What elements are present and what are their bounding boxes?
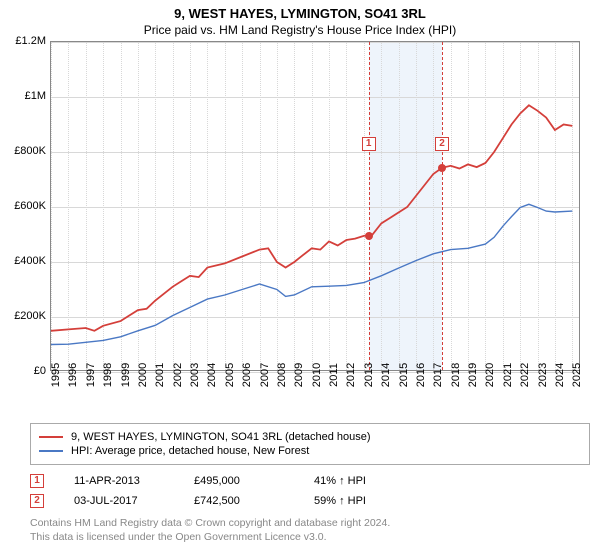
x-tick-label: 2020 — [484, 363, 496, 387]
x-tick-label: 1995 — [50, 363, 62, 387]
x-axis-labels: 1995199619971998199920002001200220032004… — [50, 371, 580, 419]
x-tick-label: 2002 — [172, 363, 184, 387]
legend-label: HPI: Average price, detached house, New … — [71, 445, 309, 457]
y-tick-label: £0 — [0, 365, 46, 377]
x-tick-label: 2019 — [467, 363, 479, 387]
legend-row: HPI: Average price, detached house, New … — [39, 444, 581, 458]
sale-delta: 59% ↑ HPI — [314, 495, 404, 507]
x-tick-label: 2024 — [554, 363, 566, 387]
table-row: 1 11-APR-2013 £495,000 41% ↑ HPI — [30, 471, 590, 491]
x-tick-label: 2012 — [345, 363, 357, 387]
sale-price: £742,500 — [194, 495, 284, 507]
marker-badge: 1 — [30, 474, 44, 488]
event-vline — [442, 42, 443, 370]
x-tick-label: 2016 — [415, 363, 427, 387]
chart-area: £0£200K£400K£600K£800K£1M£1.2M 12 199519… — [50, 41, 580, 371]
event-badge: 1 — [362, 137, 376, 151]
sale-date: 11-APR-2013 — [74, 475, 164, 487]
x-tick-label: 2018 — [450, 363, 462, 387]
table-row: 2 03-JUL-2017 £742,500 59% ↑ HPI — [30, 491, 590, 511]
y-tick-label: £1M — [0, 90, 46, 102]
x-tick-label: 2005 — [224, 363, 236, 387]
event-marker-dot — [438, 164, 446, 172]
chart-title: 9, WEST HAYES, LYMINGTON, SO41 3RL — [0, 0, 600, 21]
chart-subtitle: Price paid vs. HM Land Registry's House … — [0, 21, 600, 41]
legend-swatch — [39, 436, 63, 438]
x-tick-label: 2015 — [398, 363, 410, 387]
legend-row: 9, WEST HAYES, LYMINGTON, SO41 3RL (deta… — [39, 430, 581, 444]
x-tick-label: 2011 — [328, 363, 340, 387]
x-tick-label: 2023 — [537, 363, 549, 387]
x-tick-label: 2025 — [571, 363, 583, 387]
x-tick-label: 2006 — [241, 363, 253, 387]
series-line-hpi — [51, 204, 572, 344]
license-text: Contains HM Land Registry data © Crown c… — [30, 517, 590, 544]
x-tick-label: 2014 — [380, 363, 392, 387]
y-tick-label: £200K — [0, 310, 46, 322]
event-badge: 2 — [435, 137, 449, 151]
x-tick-label: 2021 — [502, 363, 514, 387]
legend-label: 9, WEST HAYES, LYMINGTON, SO41 3RL (deta… — [71, 431, 371, 443]
x-tick-label: 1997 — [85, 363, 97, 387]
x-tick-label: 2022 — [519, 363, 531, 387]
y-tick-label: £1.2M — [0, 35, 46, 47]
sale-price: £495,000 — [194, 475, 284, 487]
y-tick-label: £800K — [0, 145, 46, 157]
line-svg — [51, 42, 581, 372]
x-tick-label: 2004 — [206, 363, 218, 387]
x-tick-label: 1999 — [120, 363, 132, 387]
sale-date: 03-JUL-2017 — [74, 495, 164, 507]
plot-area: 12 — [50, 41, 580, 371]
x-tick-label: 1998 — [102, 363, 114, 387]
x-tick-label: 2001 — [154, 363, 166, 387]
x-tick-label: 2010 — [311, 363, 323, 387]
x-tick-label: 2007 — [259, 363, 271, 387]
x-tick-label: 1996 — [67, 363, 79, 387]
data-table: 1 11-APR-2013 £495,000 41% ↑ HPI 2 03-JU… — [30, 471, 590, 511]
event-marker-dot — [365, 232, 373, 240]
series-line-price_paid — [51, 105, 572, 330]
event-vline — [369, 42, 370, 370]
legend: 9, WEST HAYES, LYMINGTON, SO41 3RL (deta… — [30, 423, 590, 465]
marker-badge: 2 — [30, 494, 44, 508]
license-line: This data is licensed under the Open Gov… — [30, 531, 590, 545]
x-tick-label: 2000 — [137, 363, 149, 387]
x-tick-label: 2017 — [432, 363, 444, 387]
legend-swatch — [39, 450, 63, 452]
sale-delta: 41% ↑ HPI — [314, 475, 404, 487]
y-tick-label: £600K — [0, 200, 46, 212]
y-axis-labels: £0£200K£400K£600K£800K£1M£1.2M — [0, 41, 48, 371]
license-line: Contains HM Land Registry data © Crown c… — [30, 517, 590, 531]
y-tick-label: £400K — [0, 255, 46, 267]
x-tick-label: 2008 — [276, 363, 288, 387]
x-tick-label: 2009 — [293, 363, 305, 387]
x-tick-label: 2013 — [363, 363, 375, 387]
x-tick-label: 2003 — [189, 363, 201, 387]
